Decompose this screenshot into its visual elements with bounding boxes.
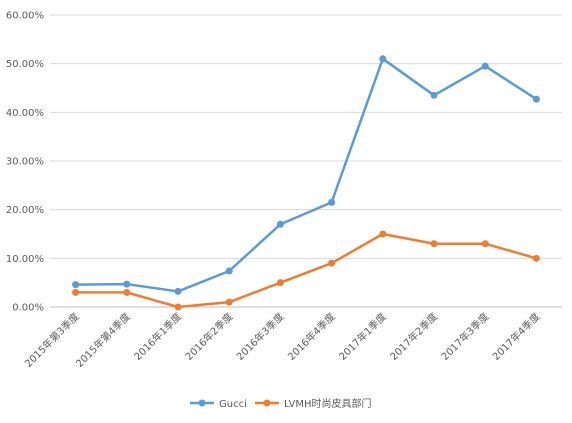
data-point bbox=[481, 62, 489, 70]
data-point bbox=[72, 288, 80, 296]
data-point bbox=[430, 240, 438, 248]
data-point bbox=[225, 298, 233, 306]
x-tick-label: 2017年3季度 bbox=[438, 310, 491, 363]
data-point bbox=[225, 267, 233, 275]
data-point bbox=[379, 230, 387, 238]
x-tick-label: 2017年1季度 bbox=[336, 310, 389, 363]
series-line bbox=[74, 57, 538, 293]
data-point bbox=[379, 55, 387, 63]
x-tick-label: 2016年1季度 bbox=[131, 310, 184, 363]
data-point bbox=[328, 259, 336, 267]
series-line bbox=[74, 232, 538, 309]
y-axis-tick-labels: 0.00% 10.00% 20.00% 30.00% 40.00% 50.00% 60.00… bbox=[6, 11, 44, 314]
data-point bbox=[328, 198, 336, 206]
x-tick-label: 2015年第3季度 bbox=[22, 310, 82, 370]
legend-item: Gucci bbox=[190, 399, 247, 410]
data-point bbox=[276, 279, 284, 287]
data-point bbox=[174, 303, 182, 311]
data-point bbox=[123, 280, 131, 288]
y-tick-label: 40.00% bbox=[6, 108, 44, 119]
series-0 bbox=[72, 55, 540, 295]
data-point bbox=[481, 240, 489, 248]
data-point bbox=[72, 281, 80, 289]
data-point bbox=[276, 220, 284, 228]
y-tick-label: 0.00% bbox=[12, 303, 44, 314]
y-tick-label: 10.00% bbox=[6, 254, 44, 265]
x-tick-label: 2016年2季度 bbox=[182, 310, 235, 363]
y-tick-label: 20.00% bbox=[6, 205, 44, 216]
legend: Gucci LVMH时尚皮具部门 bbox=[190, 397, 371, 410]
series-1 bbox=[72, 230, 540, 311]
data-point bbox=[174, 287, 182, 295]
y-tick-label: 60.00% bbox=[6, 11, 44, 22]
x-tick-label: 2017年2季度 bbox=[387, 310, 440, 363]
legend-marker bbox=[198, 399, 206, 407]
gridlines bbox=[50, 14, 562, 308]
data-point bbox=[123, 288, 131, 296]
data-point bbox=[430, 91, 438, 99]
x-tick-label: 2016年4季度 bbox=[285, 310, 338, 363]
series-lines bbox=[72, 55, 540, 311]
data-point bbox=[532, 254, 540, 262]
legend-label: LVMH时尚皮具部门 bbox=[284, 397, 371, 410]
y-tick-label: 50.00% bbox=[6, 59, 44, 70]
legend-label: Gucci bbox=[219, 399, 247, 410]
x-tick-label: 2017年4季度 bbox=[490, 310, 543, 363]
legend-item: LVMH时尚皮具部门 bbox=[255, 397, 371, 410]
y-tick-label: 30.00% bbox=[6, 157, 44, 168]
data-point bbox=[532, 95, 540, 103]
legend-marker bbox=[263, 399, 271, 407]
x-tick-label: 2016年3季度 bbox=[234, 310, 287, 363]
x-tick-label: 2015年第4季度 bbox=[73, 310, 133, 370]
